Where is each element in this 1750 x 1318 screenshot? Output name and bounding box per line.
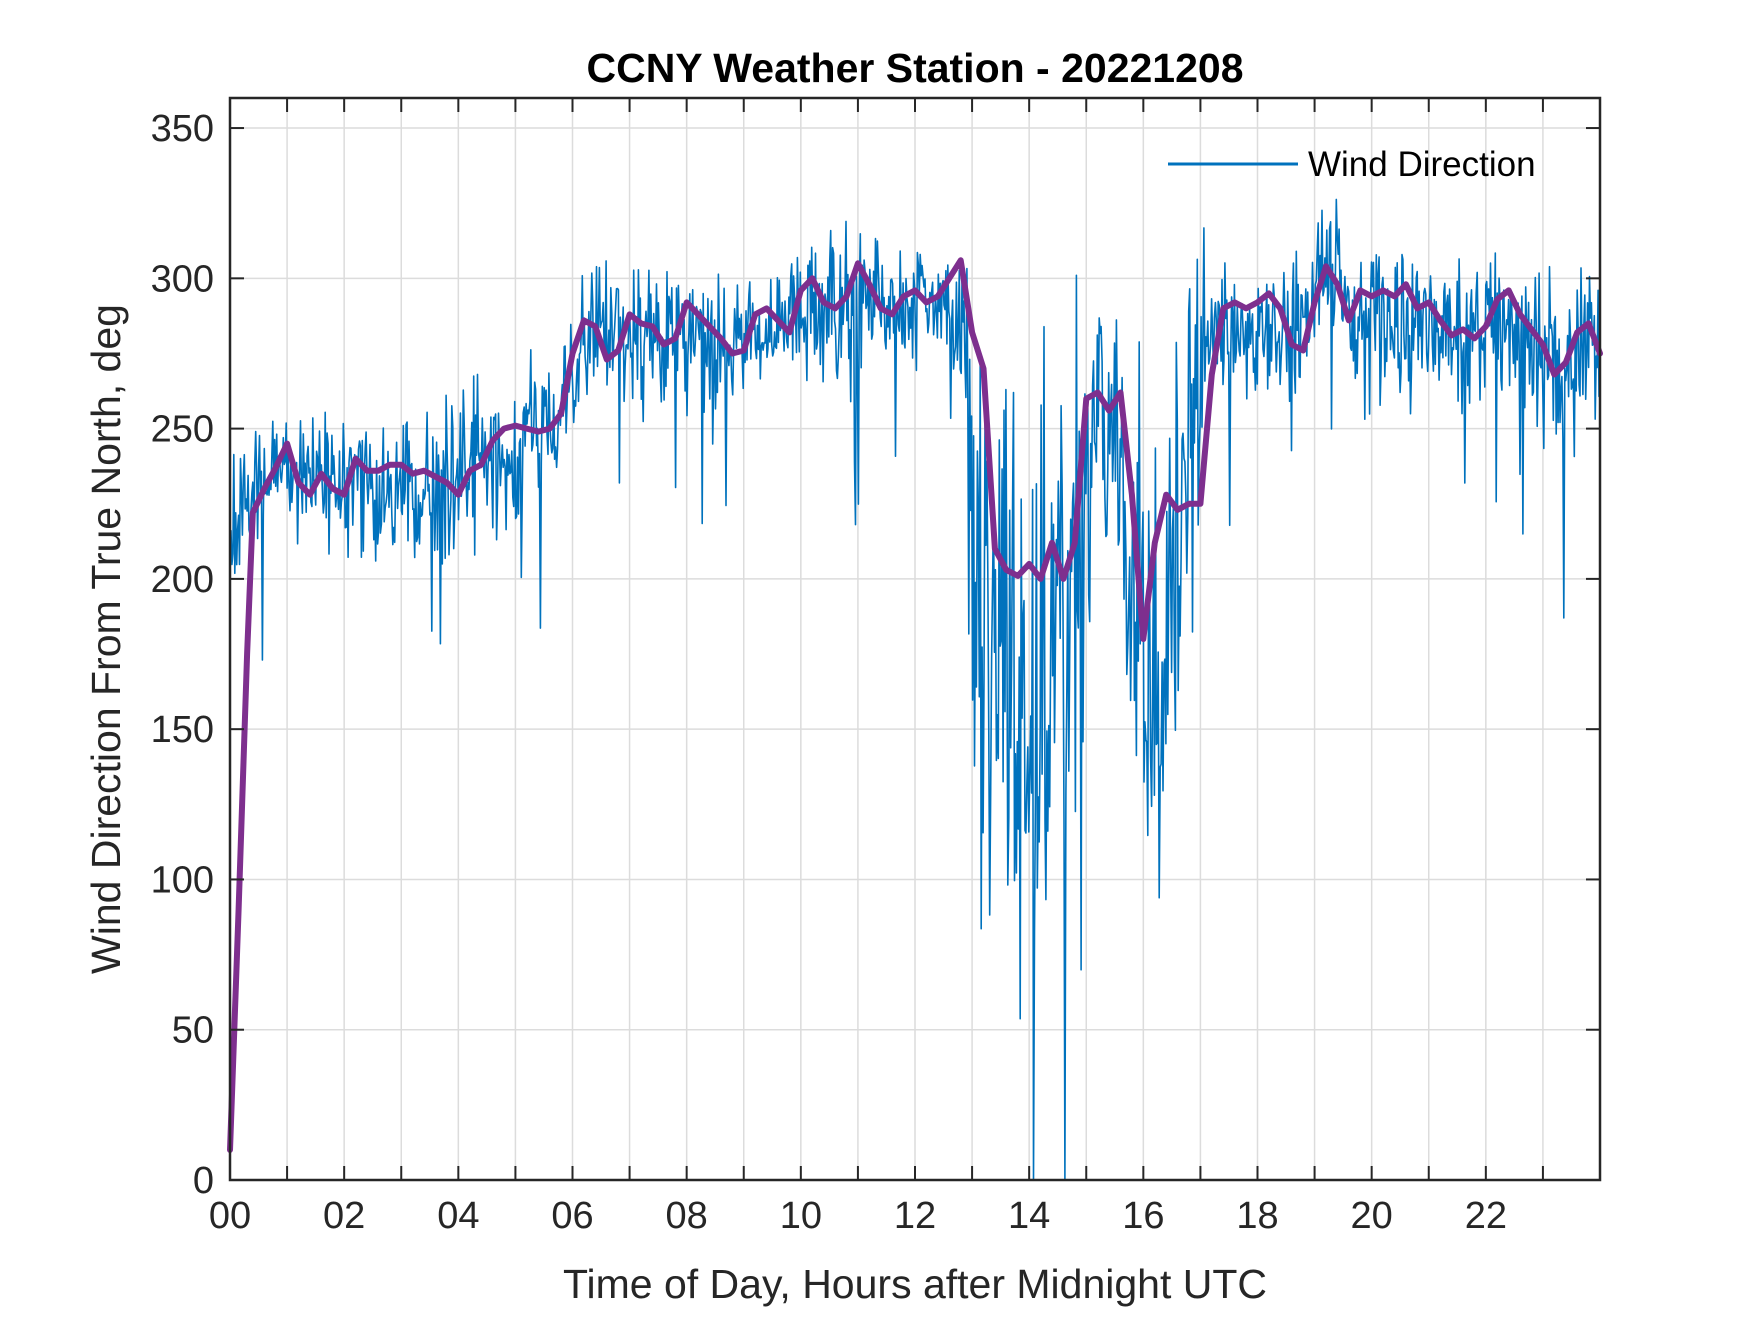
x-axis-label: Time of Day, Hours after Midnight UTC <box>563 1261 1267 1307</box>
y-tick-label: 50 <box>172 1010 214 1052</box>
grid-lines <box>230 98 1600 1180</box>
x-tick-label: 10 <box>780 1195 822 1237</box>
x-tick-label: 12 <box>894 1195 936 1237</box>
x-tick-label: 18 <box>1236 1195 1278 1237</box>
legend: Wind Direction <box>1168 145 1536 184</box>
x-tick-label: 16 <box>1122 1195 1164 1237</box>
series-line-smoothed-direction <box>227 257 1603 1153</box>
x-tick-label: 06 <box>551 1195 593 1237</box>
x-tick-label: 22 <box>1465 1195 1507 1237</box>
data-layer <box>227 198 1603 1181</box>
tick-labels: 00 02 04 06 08 10 12 14 16 18 20 22 0 50 100 150 200 250 3… <box>151 108 1507 1237</box>
x-tick-label: 00 <box>209 1195 251 1237</box>
y-tick-label: 250 <box>151 409 214 451</box>
x-tick-label: 04 <box>437 1195 479 1237</box>
y-tick-label: 150 <box>151 709 214 751</box>
chart-title: CCNY Weather Station - 20221208 <box>586 45 1243 91</box>
y-tick-label: 100 <box>151 859 214 901</box>
series-line-wind-direction <box>229 198 1601 1181</box>
y-tick-label: 350 <box>151 108 214 150</box>
x-tick-label: 14 <box>1008 1195 1050 1237</box>
x-tick-label: 02 <box>323 1195 365 1237</box>
y-axis-label: Wind Direction From True North, deg <box>83 304 129 974</box>
y-tick-label: 300 <box>151 258 214 300</box>
y-tick-label: 200 <box>151 559 214 601</box>
x-tick-label: 08 <box>666 1195 708 1237</box>
plot-area-border <box>228 96 1602 1182</box>
x-tick-label: 20 <box>1351 1195 1393 1237</box>
legend-label-wind-direction: Wind Direction <box>1308 145 1536 184</box>
y-tick-label: 0 <box>193 1160 214 1202</box>
